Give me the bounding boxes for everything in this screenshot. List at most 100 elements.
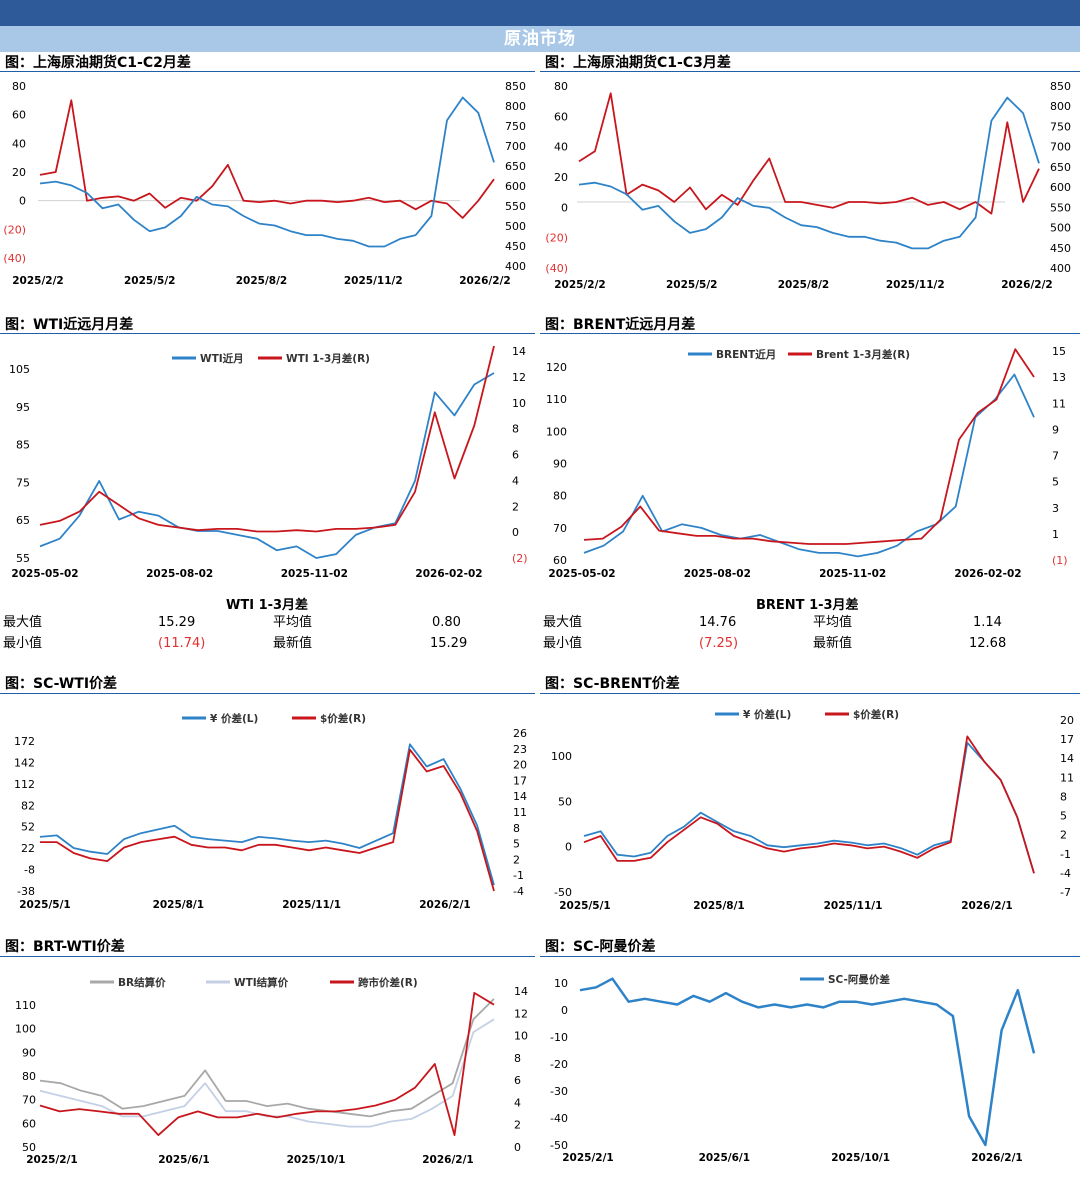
left-axis-tick: -50 bbox=[554, 886, 572, 899]
chart-title-c1c3: 图：上海原油期货C1-C3月差 bbox=[545, 55, 731, 71]
stat-value-latest: 15.29 bbox=[430, 636, 468, 651]
right-axis-tick: 700 bbox=[505, 140, 526, 153]
left-axis-tick: 110 bbox=[15, 999, 36, 1012]
x-axis-tick: 2026/2/1 bbox=[419, 899, 471, 911]
right-axis-tick: 850 bbox=[1050, 80, 1071, 93]
chart-title-brent: 图：BRENT近远月月差 bbox=[545, 317, 696, 333]
left-axis-tick: 40 bbox=[554, 141, 568, 154]
chart-brent: 120 110 100 90 80 70 60 15 13 11 9 7 5 3 1 (1) 2025-05-0… bbox=[546, 345, 1068, 580]
stat-label: 最新值 bbox=[813, 636, 853, 651]
right-axis-tick: 400 bbox=[1050, 262, 1071, 275]
x-axis-tick: 2025/2/1 bbox=[26, 1154, 78, 1166]
left-axis-tick: 10 bbox=[554, 977, 568, 990]
right-axis-tick: 8 bbox=[512, 423, 519, 436]
series-line-1 bbox=[578, 92, 1040, 215]
right-axis-tick: 8 bbox=[514, 1052, 521, 1065]
x-axis-tick: 2025/10/1 bbox=[831, 1152, 890, 1164]
divider bbox=[0, 71, 535, 72]
right-axis-tick: 15 bbox=[1052, 345, 1066, 358]
divider bbox=[540, 333, 1080, 334]
section-title: 原油市场 bbox=[0, 26, 1080, 52]
x-axis-tick: 2025/8/1 bbox=[153, 899, 205, 911]
right-axis-tick: 6 bbox=[514, 1074, 521, 1087]
right-axis-tick: 26 bbox=[513, 727, 527, 740]
stats-title-brent: BRENT 1-3月差 bbox=[756, 598, 859, 613]
x-axis-tick: 2026/2/1 bbox=[971, 1152, 1023, 1164]
x-axis-tick: 2026/2/2 bbox=[459, 275, 511, 287]
x-axis-tick: 2025/5/2 bbox=[666, 279, 718, 291]
x-axis-tick: 2025/5/2 bbox=[124, 275, 176, 287]
left-axis-tick: 60 bbox=[554, 110, 568, 123]
chart-c1c2: 80 60 40 20 0 (20) (40) 850 800 750 700 650 600 550 50… bbox=[3, 80, 526, 287]
right-axis-tick: 700 bbox=[1050, 141, 1071, 154]
right-axis-tick: 450 bbox=[1050, 242, 1071, 255]
stat-value-latest: 12.68 bbox=[969, 636, 1007, 651]
series-line-1 bbox=[39, 99, 495, 219]
right-axis-tick: (1) bbox=[1052, 554, 1068, 567]
series-line-1 bbox=[579, 977, 1036, 1147]
divider bbox=[0, 956, 535, 957]
x-axis-tick: 2025-08-02 bbox=[684, 568, 751, 580]
x-axis-tick: 2025/8/1 bbox=[693, 900, 745, 912]
x-axis-tick: 2025/6/1 bbox=[158, 1154, 210, 1166]
left-axis-tick: 90 bbox=[553, 458, 567, 471]
left-axis-tick: 75 bbox=[16, 476, 30, 489]
left-axis-tick: 82 bbox=[21, 799, 35, 812]
right-axis-tick: 14 bbox=[513, 790, 527, 803]
stat-label: 最大值 bbox=[3, 615, 43, 630]
left-axis-tick: (40) bbox=[545, 262, 568, 275]
stat-label: 平均值 bbox=[273, 615, 313, 630]
right-axis-tick: 450 bbox=[505, 240, 526, 253]
left-axis-tick: 112 bbox=[14, 778, 35, 791]
legend-label: BR结算价 bbox=[118, 976, 166, 989]
right-axis-tick: 4 bbox=[514, 1096, 521, 1109]
left-axis-tick: (20) bbox=[545, 232, 568, 245]
right-axis-tick: 650 bbox=[1050, 161, 1071, 174]
legend-label: WTI近月 bbox=[200, 352, 244, 365]
right-axis-tick: 12 bbox=[514, 1007, 528, 1020]
series-line-2 bbox=[40, 748, 495, 892]
right-axis-tick: 0 bbox=[512, 526, 519, 539]
x-axis-tick: 2025-05-02 bbox=[548, 568, 615, 580]
x-axis-tick: 2025/2/2 bbox=[12, 275, 64, 287]
stat-value-avg: 1.14 bbox=[973, 615, 1002, 630]
stat-label: 最小值 bbox=[543, 636, 583, 651]
chart-title-scoman: 图：SC-阿曼价差 bbox=[545, 939, 656, 955]
left-axis-tick: 20 bbox=[12, 166, 26, 179]
left-axis-tick: 50 bbox=[558, 795, 572, 808]
right-axis-tick: 800 bbox=[1050, 100, 1071, 113]
x-axis-tick: 2025-08-02 bbox=[146, 568, 213, 580]
right-axis-tick: 4 bbox=[512, 474, 519, 487]
right-axis-tick: 11 bbox=[1060, 771, 1074, 784]
right-axis-tick: -4 bbox=[513, 885, 524, 898]
series-line-2 bbox=[39, 96, 495, 248]
right-axis-tick: 550 bbox=[505, 200, 526, 213]
stat-value-max: 14.76 bbox=[699, 615, 737, 630]
left-axis-tick: 0 bbox=[565, 841, 572, 854]
series-line-1 bbox=[583, 373, 1035, 558]
right-axis-tick: 2 bbox=[513, 853, 520, 866]
right-axis-tick: 800 bbox=[505, 100, 526, 113]
left-axis-tick: -20 bbox=[550, 1058, 568, 1071]
left-axis-tick: 110 bbox=[546, 393, 567, 406]
stat-label: 最新值 bbox=[273, 636, 313, 651]
x-axis-tick: 2025/11/2 bbox=[886, 279, 945, 291]
divider bbox=[540, 956, 1080, 957]
right-axis-tick: -4 bbox=[1060, 867, 1071, 880]
left-axis-tick: 20 bbox=[554, 171, 568, 184]
left-axis-tick: 60 bbox=[22, 1117, 36, 1130]
left-axis-tick: 55 bbox=[16, 552, 30, 565]
right-axis-tick: 6 bbox=[512, 449, 519, 462]
right-axis-tick: 600 bbox=[505, 180, 526, 193]
chart-scbrent: 100 50 0 -50 20 17 14 11 8 5 2 -1 -4 -7 2025/5/1 2025/8… bbox=[551, 708, 1074, 912]
left-axis-tick: -8 bbox=[24, 864, 35, 877]
left-axis-tick: 105 bbox=[9, 363, 30, 376]
series-line-1 bbox=[39, 372, 495, 559]
right-axis-tick: 3 bbox=[1052, 502, 1059, 515]
right-axis-tick: 850 bbox=[505, 80, 526, 93]
right-axis-tick: 9 bbox=[1052, 423, 1059, 436]
left-axis-tick: (40) bbox=[3, 252, 26, 265]
chart-c1c3: 80 60 40 20 0 (20) (40) 850 800 750 700 650 600 550 50… bbox=[545, 80, 1071, 291]
left-axis-tick: 0 bbox=[19, 195, 26, 208]
